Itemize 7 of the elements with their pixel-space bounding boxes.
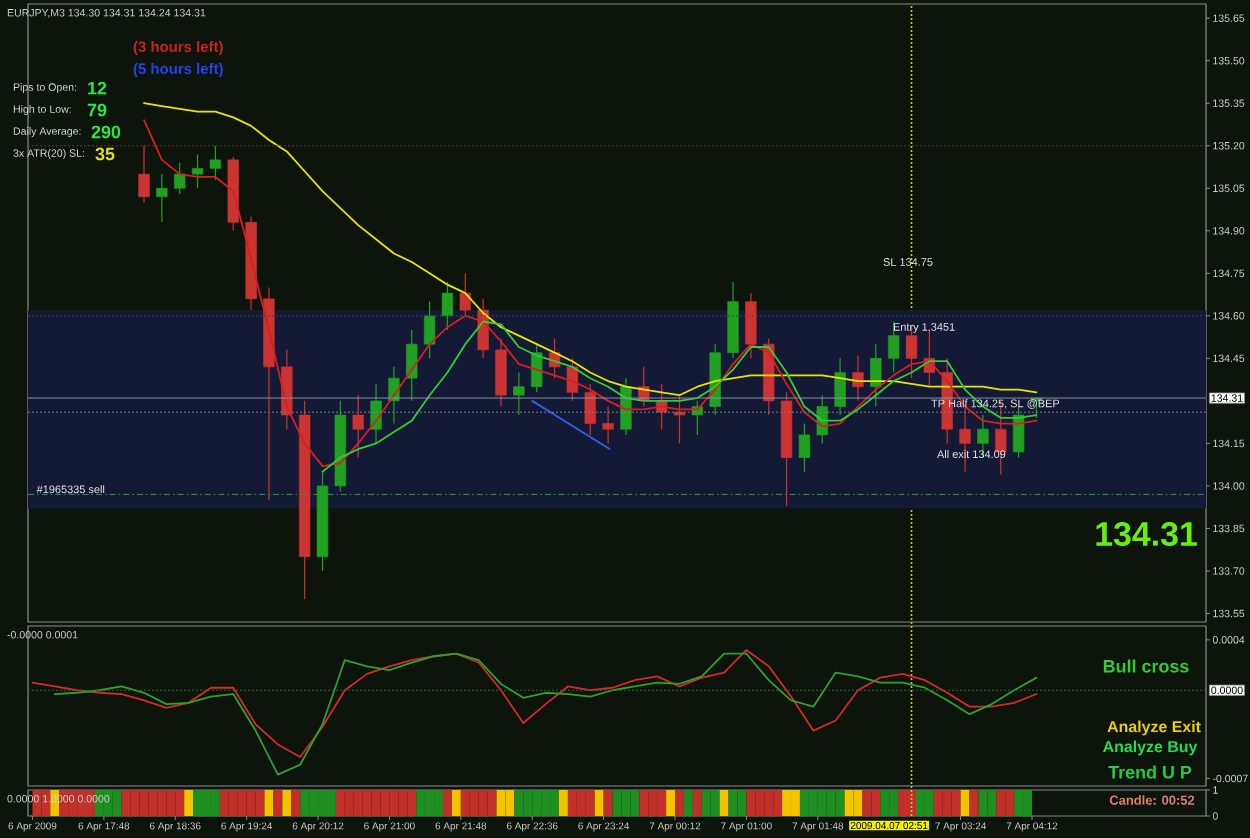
annotation: 35 (95, 147, 115, 161)
annotation: Trend U P (1108, 765, 1192, 779)
annotation: 290 (91, 125, 121, 139)
annotation: 79 (87, 103, 107, 117)
annotation: Bull cross (1103, 659, 1189, 673)
annotation: 12 (88, 81, 107, 95)
annotation: 134.31 (1096, 521, 1197, 547)
